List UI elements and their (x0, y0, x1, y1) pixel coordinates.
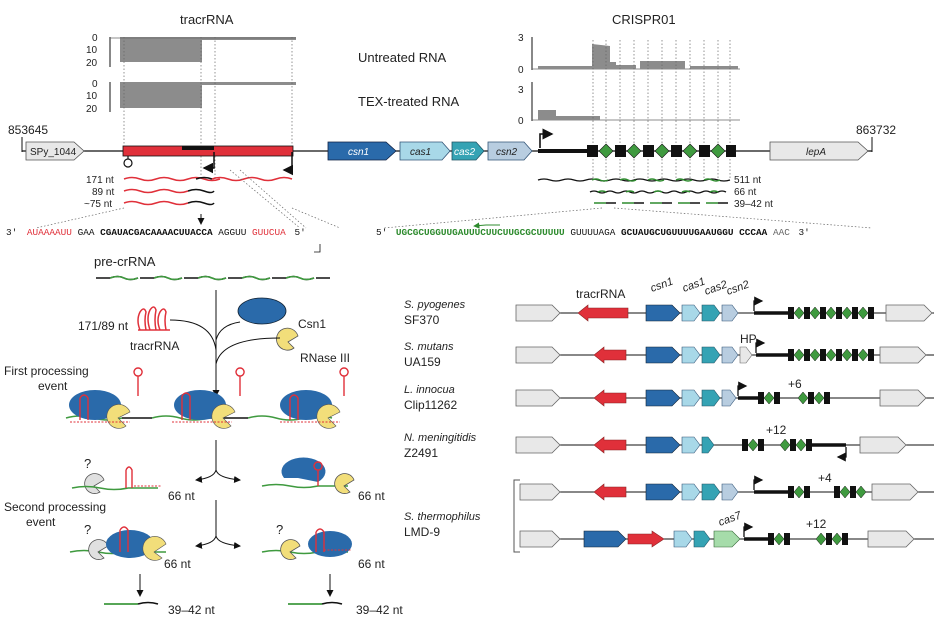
gene-cas2: cas2 (451, 141, 485, 161)
locus-row-smutans: HP (515, 332, 934, 364)
svg-text:?: ? (276, 522, 283, 537)
svg-text:66 nt: 66 nt (164, 557, 191, 571)
svg-text:HP: HP (740, 332, 757, 346)
left-tex-track (109, 82, 296, 112)
thermophilus-bracket (513, 479, 520, 553)
tracr-title: tracrRNA (180, 12, 234, 27)
final-products: 39–42 nt 39–42 nt (104, 601, 403, 617)
species: S. thermophilus (404, 511, 481, 523)
crispr-array (538, 128, 736, 159)
left-untreated-track (109, 37, 296, 67)
rnase-label: RNase III (300, 351, 350, 365)
strain: Z2491 (404, 446, 438, 460)
gene-cas1: cas1 (399, 141, 451, 161)
svg-text:39–42 nt: 39–42 nt (168, 603, 215, 617)
crispr-title: CRISPR01 (612, 12, 676, 27)
left-ticks: 0 10 20 0 10 20 (86, 33, 98, 115)
right-untreated-track (531, 37, 740, 70)
pre-crrna-label: pre-crRNA (94, 254, 156, 269)
svg-text:+6: +6 (788, 377, 802, 391)
csn1-label: Csn1 (298, 317, 326, 331)
tick: 3 (518, 33, 524, 44)
gene-lepA: lepA (769, 141, 869, 161)
species: L. innocua (404, 384, 455, 396)
strain: SF370 (404, 313, 440, 327)
svg-text:lepA: lepA (806, 147, 826, 158)
first-processing-b: event (38, 379, 68, 393)
tracr-size-75: ~75 nt (84, 199, 112, 210)
first-processing-a: First processing (4, 364, 89, 378)
tick: 3 (518, 85, 524, 96)
locus-row-spyogenes (515, 296, 934, 322)
svg-text:cas1: cas1 (410, 147, 431, 158)
svg-text:?: ? (84, 522, 91, 537)
tracrrna-hairpin-icon (137, 306, 170, 331)
svg-text:?: ? (84, 456, 91, 471)
org-header-csn2: csn2 (725, 279, 751, 298)
locus-row-sthermophilus-a: +4 (519, 471, 934, 501)
svg-text:+4: +4 (818, 471, 832, 485)
species: N. meningitidis (404, 432, 477, 444)
svg-text:66 nt: 66 nt (358, 557, 385, 571)
species: S. mutans (404, 341, 454, 353)
coord-right: 863732 (856, 123, 896, 137)
svg-text:cas7: cas7 (717, 509, 744, 529)
tick: 0 (92, 79, 98, 90)
rnase-iii-icon (276, 327, 299, 351)
org-header-csn1: csn1 (649, 276, 675, 295)
tracr-label: tracrRNA (130, 339, 179, 353)
cr-size-3942: 39–42 nt (734, 199, 773, 210)
svg-text:66 nt: 66 nt (168, 489, 195, 503)
svg-text:66 nt: 66 nt (358, 489, 385, 503)
tracr-size-171: 171 nt (86, 175, 114, 186)
gene-csn2: csn2 (487, 141, 533, 161)
locus-row-sthermophilus-b: cas7 +12 (519, 509, 934, 548)
locus-row-linnocua: +6 (515, 377, 934, 407)
svg-text:39–42 nt: 39–42 nt (356, 603, 403, 617)
org-header-cas1: cas1 (681, 276, 707, 295)
org-labels: S. pyogenes SF370 S. mutans UA159 L. inn… (404, 299, 481, 539)
complex-row-1 (65, 367, 349, 429)
svg-text:+12: +12 (806, 517, 827, 531)
locus-row-nmeningitidis: +12 (515, 423, 934, 462)
cr-size-511: 511 nt (734, 175, 761, 186)
svg-text:SPy_1044: SPy_1044 (30, 147, 77, 158)
tick: 0 (92, 33, 98, 44)
strain: Clip11262 (404, 398, 457, 412)
second-processing-a: Second processing (4, 500, 106, 514)
org-header-tracr: tracrRNA (576, 287, 625, 301)
tick: 20 (86, 104, 98, 115)
species: S. pyogenes (404, 299, 466, 311)
tick: 10 (86, 45, 98, 56)
tick: 0 (518, 116, 524, 127)
seq-tracr: 3′ AUAAAAUU GAA CGAUACGACAAAACUUACCA AGG… (6, 227, 306, 238)
seq-crrna: 5′ UGCGCUGGUUGAUUUCUUCUUGCGCUUUUU GUUUUA… (376, 227, 810, 238)
tick: 20 (86, 58, 98, 69)
coord-left: 853645 (8, 123, 48, 137)
untreated-label: Untreated RNA (358, 50, 446, 65)
svg-text:csn2: csn2 (496, 147, 518, 158)
strain: LMD-9 (404, 525, 440, 539)
tracr-size-label: 171/89 nt (78, 319, 129, 333)
complex-row-3: ? 66 nt ? 66 nt (69, 522, 385, 571)
second-processing-b: event (26, 515, 56, 529)
svg-text:csn1: csn1 (348, 147, 369, 158)
tracr-size-89: 89 nt (92, 187, 114, 198)
complex-row-2: ? 66 nt 66 nt (71, 456, 385, 503)
gene-spy1044: SPy_1044 (25, 141, 85, 161)
tick: 0 (518, 65, 524, 76)
svg-text:+12: +12 (766, 423, 787, 437)
cr-size-66: 66 nt (734, 187, 756, 198)
tracrrna-bar (122, 145, 294, 176)
gene-csn1: csn1 (327, 141, 397, 161)
svg-text:cas2: cas2 (454, 147, 476, 158)
tex-label: TEX-treated RNA (358, 94, 459, 109)
right-tex-track (531, 82, 740, 121)
strain: UA159 (404, 355, 441, 369)
csn1-icon (237, 297, 287, 325)
right-ticks: 3 0 3 0 (518, 33, 524, 127)
tick: 10 (86, 91, 98, 102)
